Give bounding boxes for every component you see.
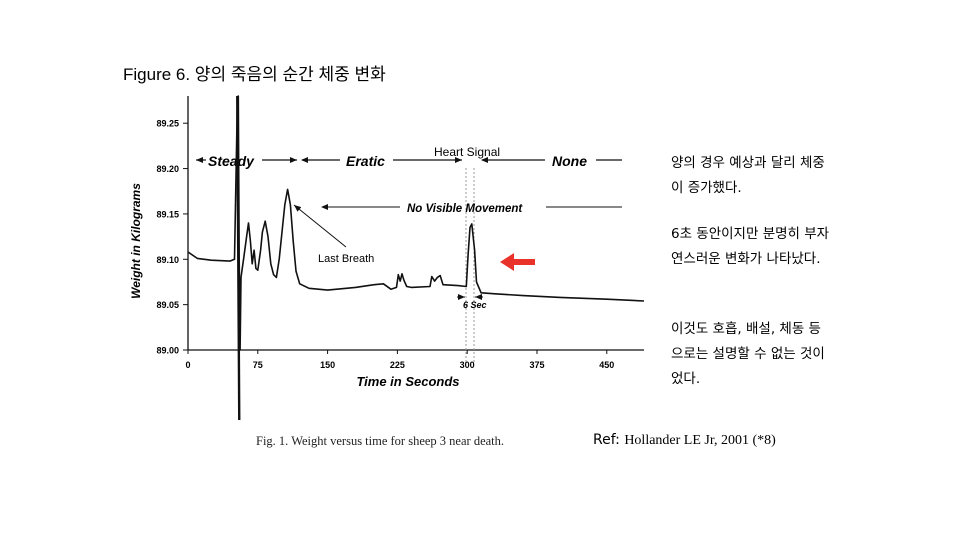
chart-ticks: 89.00 89.05 89.10 89.15 89.20 89.25 0 75 150 225 3… [156, 119, 614, 370]
x-tick-label: 450 [599, 360, 614, 370]
red-arrow [500, 253, 535, 271]
side-note-2: 6초 동안이지만 분명히 부자연스러운 변화가 나타났다. [671, 226, 830, 267]
figure-caption: Fig. 1. Weight versus time for sheep 3 n… [256, 434, 505, 448]
reference-citation: Hollander LE Jr, 2001 (*8) [624, 433, 776, 448]
y-tick-label: 89.15 [156, 209, 179, 219]
chart-axes [187, 95, 644, 421]
x-tick-label: 75 [253, 360, 263, 370]
slide-title: Figure 6. 양의 죽음의 순간 체중 변화 [123, 65, 386, 84]
x-tick-label: 300 [460, 360, 475, 370]
y-tick-label: 89.25 [156, 119, 179, 129]
x-axis-title: Time in Seconds [356, 374, 459, 389]
y-tick-label: 89.00 [156, 346, 179, 356]
y-tick-label: 89.20 [156, 164, 179, 174]
x-tick-label: 225 [390, 360, 405, 370]
x-tick-label: 150 [320, 360, 335, 370]
series-line [187, 95, 645, 351]
x-tick-label: 375 [529, 360, 544, 370]
y-tick-label: 89.05 [156, 300, 179, 310]
side-note-1: 양의 경우 예상과 달리 체중이 증가했다. [671, 155, 825, 196]
heart-signal-label: Heart Signal [434, 145, 500, 159]
last-breath-label: Last Breath [318, 253, 374, 265]
no-movement-label: No Visible Movement [407, 203, 523, 215]
last-breath-pointer [293, 204, 347, 248]
x-tick-label: 0 [185, 360, 190, 370]
steady-label: Steady [208, 153, 255, 169]
reference-label: Ref: [593, 432, 620, 448]
disturbance-spike [236, 95, 241, 421]
side-note-3: 이것도 호흡, 배설, 체동 등으로는 설명할 수 없는 것이었다. [671, 321, 825, 387]
y-axis-title: Weight in Kilograms [129, 183, 143, 299]
none-label: None [552, 153, 587, 169]
six-sec-label: 6 Sec [463, 300, 487, 310]
eratic-label: Eratic [346, 153, 385, 169]
reference: Ref: Hollander LE Jr, 2001 (*8) [593, 432, 776, 449]
y-tick-label: 89.10 [156, 255, 179, 265]
